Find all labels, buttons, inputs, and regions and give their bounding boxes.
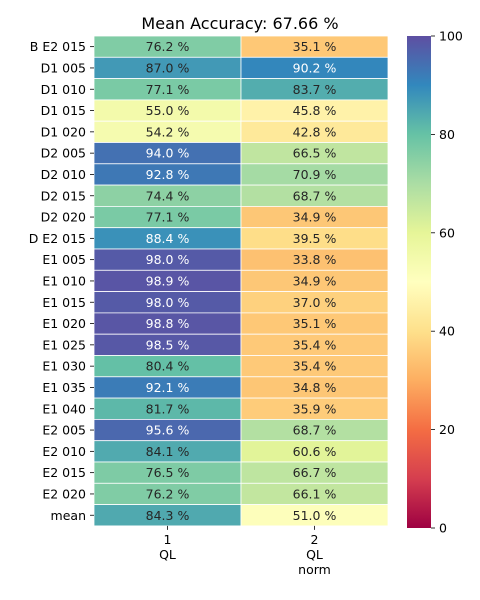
row-label: E1 010 (42, 273, 86, 288)
cell-value-label: 87.0 % (146, 60, 190, 75)
cell-value-label: 35.4 % (293, 359, 337, 374)
cell-value-label: 66.7 % (293, 465, 337, 480)
cell-value-label: 39.5 % (293, 231, 337, 246)
cell-value-label: 95.6 % (146, 423, 190, 438)
cell-value-label: 45.8 % (293, 103, 337, 118)
cell-value-label: 66.1 % (293, 486, 337, 501)
cell-value-label: 98.8 % (146, 316, 190, 331)
cell-value-label: 34.9 % (293, 273, 337, 288)
row-label: D1 010 (41, 82, 86, 97)
cell-value-label: 98.9 % (146, 273, 190, 288)
row-label: D1 020 (41, 124, 86, 139)
row-label: E2 005 (42, 423, 86, 438)
cell-value-label: 54.2 % (146, 124, 190, 139)
cell-value-label: 60.6 % (293, 444, 337, 459)
cell-value-label: 68.7 % (293, 188, 337, 203)
cell-value-label: 76.2 % (146, 486, 190, 501)
cell-value-label: 35.4 % (293, 337, 337, 352)
cell-value-label: 92.8 % (146, 167, 190, 182)
cell-value-label: 77.1 % (146, 82, 190, 97)
row-label: D2 010 (41, 167, 86, 182)
colorbar-tick-label: 80 (439, 127, 455, 142)
column-label: QL (306, 547, 323, 562)
row-label: E1 030 (42, 359, 86, 374)
cell-value-label: 84.1 % (146, 444, 190, 459)
cell-value-label: 84.3 % (146, 508, 190, 523)
cell-value-label: 33.8 % (293, 252, 337, 267)
row-labels: B E2 015 D1 005 D1 010 D1 015 D1 020 D2 005 D2… (29, 39, 94, 523)
cell-value-label: 81.7 % (146, 401, 190, 416)
cell-value-label: 92.1 % (146, 380, 190, 395)
colorbar: 0 20 40 60 80 100 (407, 29, 463, 536)
cell-value-label: 77.1 % (146, 210, 190, 225)
cell-value-label: 35.1 % (293, 39, 337, 54)
cell-value-label: 66.5 % (293, 146, 337, 161)
row-label: D2 005 (41, 146, 86, 161)
row-label: mean (51, 508, 86, 523)
row-label: D E2 015 (29, 231, 86, 246)
row-label: E1 035 (42, 380, 86, 395)
cell-value-label: 34.8 % (293, 380, 337, 395)
row-label: D2 020 (41, 210, 86, 225)
cell-value-label: 76.2 % (146, 39, 190, 54)
cell-value-label: 35.1 % (293, 316, 337, 331)
colorbar-tick-label: 100 (439, 29, 463, 44)
row-label: E1 015 (42, 295, 86, 310)
cell-value-label: 42.8 % (293, 124, 337, 139)
cell-value-label: 74.4 % (146, 188, 190, 203)
cell-value-label: 35.9 % (293, 401, 337, 416)
colorbar-tick-label: 0 (439, 521, 447, 536)
row-label: D1 015 (41, 103, 86, 118)
row-label: D1 005 (41, 60, 86, 75)
cell-value-label: 98.0 % (146, 295, 190, 310)
cell-value-label: 55.0 % (146, 103, 190, 118)
colorbar-tick-label: 60 (439, 225, 455, 240)
column-label: norm (298, 562, 331, 577)
row-label: D2 015 (41, 188, 86, 203)
cell-value-label: 98.5 % (146, 337, 190, 352)
cell-value-label: 37.0 % (293, 295, 337, 310)
heatmap-cells: 76.2 % 35.1 % 87.0 % 90.2 % 77.1 % 83.7 % 55.0… (93, 35, 389, 527)
cell-value-label: 83.7 % (293, 82, 337, 97)
column-label: 2 (311, 532, 319, 547)
column-label: 1 (164, 532, 172, 547)
row-label: E1 040 (42, 401, 86, 416)
chart-title: Mean Accuracy: 67.66 % (141, 14, 338, 33)
cell-value-label: 34.9 % (293, 210, 337, 225)
colorbar-tick-label: 40 (439, 324, 455, 339)
row-label: E2 020 (42, 486, 86, 501)
cell-value-label: 94.0 % (146, 146, 190, 161)
column-label: QL (159, 547, 176, 562)
row-label: B E2 015 (30, 39, 86, 54)
colorbar-gradient (407, 36, 431, 528)
cell-value-label: 76.5 % (146, 465, 190, 480)
row-label: E1 005 (42, 252, 86, 267)
cell-value-label: 70.9 % (293, 167, 337, 182)
row-label: E1 020 (42, 316, 86, 331)
cell-value-label: 80.4 % (146, 359, 190, 374)
cell-value-label: 98.0 % (146, 252, 190, 267)
cell-value-label: 51.0 % (293, 508, 337, 523)
cell-value-label: 68.7 % (293, 423, 337, 438)
row-label: E1 025 (42, 337, 86, 352)
row-label: E2 015 (42, 465, 86, 480)
row-label: E2 010 (42, 444, 86, 459)
cell-value-label: 88.4 % (146, 231, 190, 246)
cell-value-label: 90.2 % (293, 60, 337, 75)
colorbar-tick-label: 20 (439, 422, 455, 437)
